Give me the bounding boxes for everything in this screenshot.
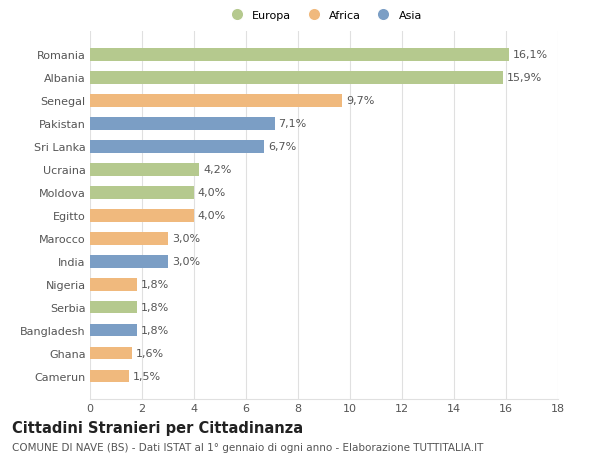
Text: 3,0%: 3,0% — [172, 257, 200, 267]
Bar — [90, 370, 129, 383]
Text: 4,0%: 4,0% — [198, 188, 226, 198]
Text: 3,0%: 3,0% — [172, 234, 200, 244]
Text: 15,9%: 15,9% — [508, 73, 542, 83]
Text: 4,0%: 4,0% — [198, 211, 226, 221]
Bar — [90, 186, 194, 199]
Bar — [90, 118, 275, 130]
Bar — [90, 209, 194, 222]
Text: 1,5%: 1,5% — [133, 371, 161, 381]
Bar — [90, 95, 342, 107]
Text: 1,8%: 1,8% — [140, 302, 169, 313]
Text: 1,6%: 1,6% — [136, 348, 164, 358]
Bar — [90, 324, 137, 337]
Bar — [90, 278, 137, 291]
Bar — [90, 301, 137, 314]
Legend: Europa, Africa, Asia: Europa, Africa, Asia — [221, 6, 427, 25]
Text: 1,8%: 1,8% — [140, 325, 169, 336]
Text: 6,7%: 6,7% — [268, 142, 296, 152]
Bar — [90, 49, 509, 62]
Bar — [90, 347, 131, 360]
Text: Cittadini Stranieri per Cittadinanza: Cittadini Stranieri per Cittadinanza — [12, 420, 303, 435]
Text: COMUNE DI NAVE (BS) - Dati ISTAT al 1° gennaio di ogni anno - Elaborazione TUTTI: COMUNE DI NAVE (BS) - Dati ISTAT al 1° g… — [12, 442, 484, 452]
Bar — [90, 255, 168, 268]
Text: 4,2%: 4,2% — [203, 165, 232, 175]
Text: 1,8%: 1,8% — [140, 280, 169, 290]
Text: 16,1%: 16,1% — [512, 50, 548, 60]
Text: 7,1%: 7,1% — [278, 119, 307, 129]
Bar — [90, 232, 168, 245]
Bar — [90, 163, 199, 176]
Text: 9,7%: 9,7% — [346, 96, 374, 106]
Bar — [90, 140, 264, 153]
Bar — [90, 72, 503, 84]
